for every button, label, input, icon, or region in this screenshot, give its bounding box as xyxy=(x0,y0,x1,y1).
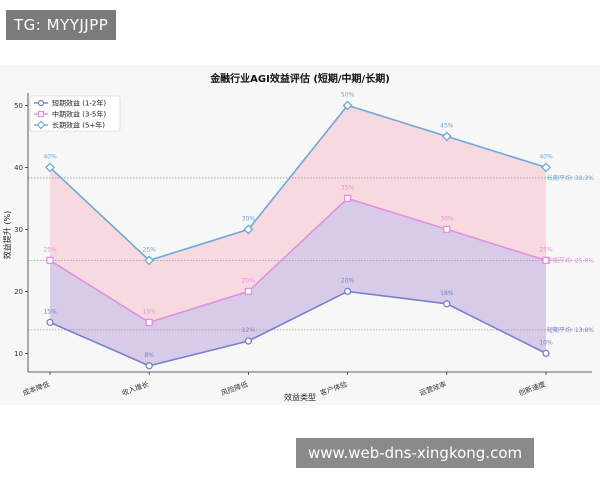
marker-s0-5 xyxy=(542,349,550,358)
data-label-s2-4: 45% xyxy=(440,122,454,129)
marker-s1-4 xyxy=(443,225,451,234)
marker-s2-4 xyxy=(441,131,452,142)
data-label-s2-2: 30% xyxy=(242,215,256,222)
watermark-top: TG: MYYJJPP xyxy=(6,10,117,40)
y-tick-label-4: 50 xyxy=(14,102,23,110)
data-label-s1-2: 20% xyxy=(242,277,256,284)
marker-s1-0 xyxy=(46,256,54,265)
marker-s1-1 xyxy=(145,318,153,327)
marker-s2-2 xyxy=(243,224,254,235)
y-axis-title: 效益提升 (%) xyxy=(2,211,12,259)
x-tick-label-4: 运营效率 xyxy=(418,379,447,397)
marker-s2-1 xyxy=(144,255,155,266)
data-label-s2-1: 25% xyxy=(143,246,157,253)
chart-title: 金融行业AGI效益评估 (短期/中期/长期) xyxy=(209,72,390,85)
average-label-0: 长期平均: 38.3% xyxy=(547,174,594,182)
data-label-s1-1: 15% xyxy=(143,308,157,315)
legend-label-0: 短期效益 (1-2年) xyxy=(52,99,106,108)
band-mid-long xyxy=(50,105,546,323)
x-tick-label-0: 成本降低 xyxy=(21,379,50,397)
legend-marker-0 xyxy=(37,99,45,107)
marker-s0-0 xyxy=(46,318,54,327)
marker-s0-4 xyxy=(443,300,451,308)
data-label-s2-0: 40% xyxy=(43,153,57,160)
data-label-s2-3: 50% xyxy=(341,91,355,98)
data-label-s1-0: 25% xyxy=(43,246,57,253)
x-tick-label-2: 风险降低 xyxy=(220,379,249,397)
data-label-s1-4: 30% xyxy=(440,215,454,222)
marker-s1-3 xyxy=(343,194,352,203)
legend-box xyxy=(29,95,121,132)
watermark-bottom: www.web-dns-xingkong.com xyxy=(296,438,535,468)
chart-area: 金融行业AGI效益评估 (短期/中期/长期) 长期平均: 38.3% 中期平均: … xyxy=(0,65,600,405)
y-tick-label-2: 30 xyxy=(14,226,23,234)
legend-label-1: 中期效益 (3-5年) xyxy=(52,110,106,119)
marker-s2-3 xyxy=(342,100,353,111)
legend: 短期效益 (1-2年) 中期效益 (3-5年) 长期效益 (5+年) xyxy=(29,95,121,132)
data-label-s1-5: 25% xyxy=(539,246,553,253)
legend-label-2: 长期效益 (5+年) xyxy=(52,121,105,130)
x-axis-title: 效益类型 xyxy=(284,392,316,402)
x-tick-label-3: 客户体验 xyxy=(319,379,348,397)
y-tick-label-0: 10 xyxy=(14,350,23,358)
data-label-s2-5: 40% xyxy=(539,153,553,160)
area-chart: 金融行业AGI效益评估 (短期/中期/长期) 长期平均: 38.3% 中期平均: … xyxy=(2,72,594,402)
band-short-mid xyxy=(50,198,546,366)
series-line-1 xyxy=(49,197,547,324)
marker-s1-5 xyxy=(542,256,550,265)
data-label-s0-5: 10% xyxy=(539,339,553,346)
data-label-s0-1: 8% xyxy=(144,352,154,359)
marker-s0-3 xyxy=(343,287,352,296)
marker-s1-2 xyxy=(244,287,253,296)
x-tick-label-1: 收入增长 xyxy=(120,379,149,397)
data-label-s0-3: 20% xyxy=(341,277,355,284)
series-line-2 xyxy=(49,104,547,262)
band-short-mid-tint xyxy=(50,198,546,366)
data-label-s0-0: 15% xyxy=(43,308,57,315)
legend-marker-1 xyxy=(37,110,45,118)
average-label-2: 短期平均: 13.8% xyxy=(547,326,594,334)
data-label-s0-2: 12% xyxy=(242,327,256,334)
marker-s0-1 xyxy=(145,362,153,370)
average-label-1: 中期平均: 25.0% xyxy=(547,256,594,264)
marker-s2-0 xyxy=(45,162,55,173)
y-tick-label-3: 40 xyxy=(14,164,23,172)
legend-marker-2 xyxy=(36,120,46,130)
marker-s2-5 xyxy=(541,162,551,173)
y-tick-label-1: 20 xyxy=(14,288,23,296)
data-label-s0-4: 18% xyxy=(440,290,454,297)
series-line-0 xyxy=(49,290,547,367)
data-label-s1-3: 35% xyxy=(341,184,355,191)
x-tick-label-5: 创新速度 xyxy=(517,379,546,397)
marker-s0-2 xyxy=(244,337,253,345)
